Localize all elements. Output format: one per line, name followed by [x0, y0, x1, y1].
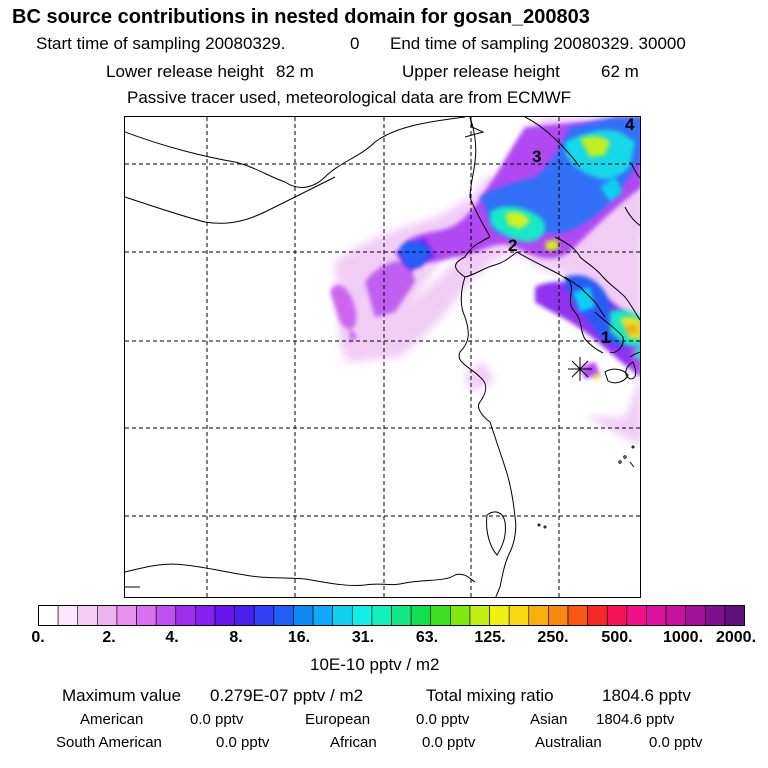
region-american-value: 0.0 pptv [190, 711, 244, 728]
colorbar-cell [312, 605, 333, 626]
colorbar-cell [38, 605, 59, 626]
region-american-label: American [80, 711, 144, 728]
region-african-label: African [330, 734, 377, 751]
region-european-value: 0.0 pptv [416, 711, 470, 728]
region-south-american-label: South American [56, 734, 162, 751]
upper-release-value: 62 m [601, 62, 639, 81]
colorbar-tick-label: 250. [537, 629, 569, 646]
colorbar-tick-label: 2. [102, 629, 116, 646]
tracer-note: Passive tracer used, meteorological data… [127, 88, 572, 107]
trajectory-marker-1: 1 [601, 328, 611, 347]
plot-title: BC source contributions in nested domain… [12, 6, 590, 28]
colorbar-tick-label: 500. [601, 629, 633, 646]
colorbar-cell [626, 605, 647, 626]
start-time-value: 0 [350, 34, 360, 53]
colorbar-cell [606, 605, 628, 626]
colorbar-cell [391, 605, 412, 626]
colorbar-cell [665, 605, 686, 626]
region-south-american-value: 0.0 pptv [216, 734, 270, 751]
region-african-value: 0.0 pptv [422, 734, 476, 751]
receptor-station-marker [568, 357, 592, 381]
colorbar-cell [116, 605, 137, 626]
colorbar-cell [175, 605, 196, 626]
colorbar-tick-label: 125. [474, 629, 506, 646]
colorbar-tick-label: 63. [415, 629, 439, 646]
trajectory-marker-4: 4 [625, 116, 635, 134]
colorbar-cell [234, 605, 255, 626]
colorbar-tick-label: 8. [229, 629, 243, 646]
lower-release-label: Lower release height [106, 62, 264, 81]
colorbar-cell [195, 605, 216, 626]
colorbar-cell [567, 605, 588, 626]
colorbar-cell [332, 605, 353, 626]
trajectory-marker-3: 3 [532, 147, 542, 166]
colorbar-cell [136, 605, 157, 626]
colorbar-cell [489, 605, 510, 626]
colorbar-cell [704, 605, 726, 626]
colorbar-tick-label: 2000. [715, 629, 757, 646]
max-value: 0.279E-07 pptv / m2 [210, 686, 364, 705]
colorbar-cell [273, 605, 294, 626]
region-asian-label: Asian [530, 711, 568, 728]
colorbar-cell [410, 605, 432, 626]
colorbar-cell [430, 605, 451, 626]
colorbar-cell [214, 605, 235, 626]
map-panel: 1 2 3 4 [124, 116, 641, 598]
region-asian-value: 1804.6 pptv [596, 711, 675, 728]
region-australian-label: Australian [535, 734, 602, 751]
region-european-label: European [305, 711, 371, 728]
colorbar-cell [724, 605, 745, 626]
colorbar-cell [548, 605, 569, 626]
colorbar-cell [587, 605, 608, 626]
trajectory-marker-2: 2 [508, 236, 518, 255]
end-time-label: End time of sampling 20080329. 30000 [390, 34, 686, 53]
coastlines [125, 117, 640, 597]
upper-release-label: Upper release height [402, 62, 560, 81]
colorbar-cell [97, 605, 118, 626]
colorbar-cell [155, 605, 177, 626]
colorbar-tick-label: 16. [287, 629, 311, 646]
concentration-plume [330, 117, 640, 446]
colorbar-cell [685, 605, 706, 626]
map-canvas [125, 117, 640, 597]
colorbar-cell [469, 605, 490, 626]
colorbar-cell [450, 605, 471, 626]
total-mixing-value: 1804.6 pptv [602, 686, 691, 705]
colorbar-cell [508, 605, 530, 626]
lat-lon-grid [125, 117, 640, 597]
lower-release-value: 82 m [276, 62, 314, 81]
max-value-label: Maximum value [62, 686, 182, 705]
colorbar-cell [293, 605, 314, 626]
colorbar-tick-label: 1000. [662, 629, 704, 646]
colorbar-cell [253, 605, 275, 626]
colorbar-tick-label: 31. [351, 629, 375, 646]
region-australian-value: 0.0 pptv [649, 734, 703, 751]
colorbar-cell [57, 605, 79, 626]
colorbar-tick-label: 0. [31, 629, 45, 646]
total-mixing-label: Total mixing ratio [426, 686, 554, 705]
colorbar-cell [351, 605, 373, 626]
colorbar [38, 605, 745, 626]
colorbar-cell [371, 605, 392, 626]
colorbar-tick-label: 4. [165, 629, 179, 646]
start-time-label: Start time of sampling 20080329. [36, 34, 286, 53]
colorbar-cell [528, 605, 549, 626]
colorbar-unit: 10E-10 pptv / m2 [310, 655, 440, 674]
colorbar-cell [646, 605, 667, 626]
colorbar-cell [77, 605, 98, 626]
small-islands [537, 445, 635, 529]
